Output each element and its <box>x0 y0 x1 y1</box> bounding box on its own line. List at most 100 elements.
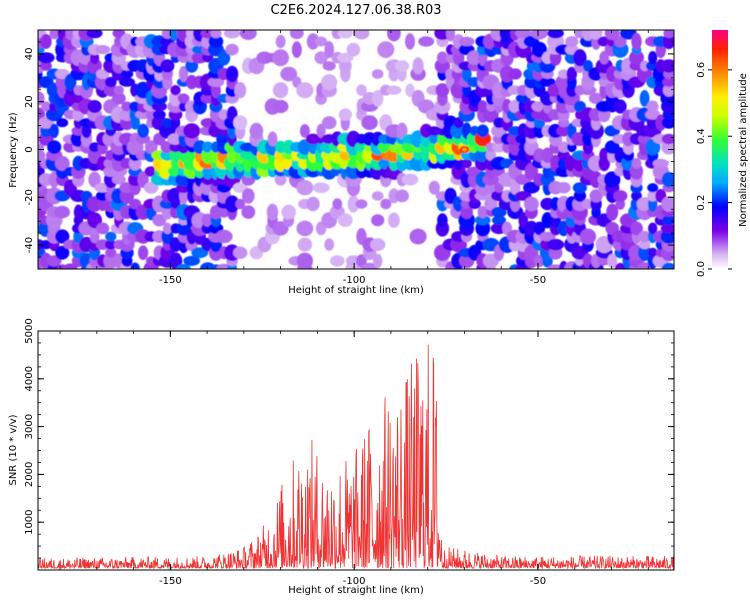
heatmap-cell <box>566 66 577 82</box>
heatmap-cell <box>105 239 117 250</box>
heatmap-cell <box>428 180 440 195</box>
heatmap-cell <box>556 125 571 137</box>
heatmap-cell <box>458 36 475 47</box>
heatmap-cell <box>291 41 302 58</box>
heatmap-cell <box>531 30 548 40</box>
heatmap-cell <box>613 99 627 114</box>
heatmap-cell <box>539 231 556 242</box>
heatmap-cell <box>119 77 135 87</box>
heatmap-cell <box>249 122 264 140</box>
heatmap-cell <box>631 33 642 50</box>
heatmap-cell <box>394 60 410 72</box>
heatmap-cell <box>613 190 628 202</box>
heatmap-cell <box>541 212 554 229</box>
heatmap-y-tick-label: -40 <box>24 237 35 253</box>
colorbar-tick-label: 0.4 <box>696 128 707 144</box>
heatmap-cell <box>160 59 175 73</box>
heatmap-cell <box>638 239 651 250</box>
heatmap-cell <box>63 90 78 107</box>
heatmap-cell <box>370 238 386 252</box>
heatmap-y-tick-label: 40 <box>24 48 35 61</box>
heatmap-cell <box>289 30 304 39</box>
heatmap-cell <box>266 203 279 221</box>
heatmap-cell <box>557 150 570 160</box>
heatmap-cell <box>515 30 532 39</box>
colorbar-tick-label: 0.0 <box>696 261 707 277</box>
heatmap-cell <box>475 215 491 226</box>
heatmap-cell <box>499 65 515 83</box>
snr-x-tick-label: -50 <box>530 576 546 587</box>
heatmap-cell <box>296 252 313 269</box>
heatmap-cell <box>239 30 257 40</box>
heatmap-cell <box>563 91 581 106</box>
heatmap-cell <box>436 51 448 64</box>
heatmap-cell <box>482 173 500 186</box>
heatmap-cell <box>572 182 588 194</box>
heatmap-cell <box>361 115 378 131</box>
heatmap-cell <box>591 253 602 268</box>
snr-y-tick-label: 1000 <box>24 509 35 534</box>
heatmap-cell <box>589 30 603 40</box>
heatmap-cell <box>606 203 619 221</box>
heatmap-cell <box>38 52 55 64</box>
heatmap-cell <box>55 245 70 260</box>
heatmap-cell <box>445 30 456 42</box>
heatmap-cell <box>280 66 298 82</box>
heatmap-cell <box>492 141 506 153</box>
heatmap-cell <box>386 85 402 95</box>
heatmap-cell <box>355 199 368 209</box>
heatmap-cell <box>452 34 465 49</box>
heatmap-cell <box>492 215 506 225</box>
snr-y-tick-label: 4000 <box>24 366 35 391</box>
heatmap-cell <box>87 58 102 74</box>
heatmap-cell <box>234 82 247 99</box>
heatmap-cell <box>54 155 70 171</box>
heatmap-cell <box>652 158 669 168</box>
heatmap-cell <box>460 205 474 220</box>
heatmap-cell <box>660 223 674 234</box>
heatmap-cell <box>56 118 69 128</box>
heatmap-cell <box>296 180 314 196</box>
heatmap-cell <box>588 92 604 105</box>
heatmap-cell <box>338 58 352 74</box>
heatmap-cell <box>613 35 627 48</box>
heatmap-cell <box>435 83 450 98</box>
heatmap-cell <box>170 158 181 169</box>
heatmap-cell <box>113 85 124 95</box>
heatmap-cell <box>533 148 546 163</box>
heatmap-cell <box>321 74 338 91</box>
heatmap-cell <box>494 182 504 193</box>
heatmap-x-tick-label: -100 <box>343 275 366 286</box>
heatmap-cell <box>137 123 149 138</box>
heatmap-cell <box>324 41 335 59</box>
heatmap-cells <box>38 30 674 269</box>
heatmap-cell <box>646 100 659 113</box>
snr-x-tick-label: -150 <box>159 576 182 587</box>
snr-y-tick-label: 5000 <box>24 318 35 343</box>
heatmap-cell <box>373 253 383 269</box>
heatmap-cell <box>429 134 440 144</box>
heatmap-cell <box>297 139 313 155</box>
heatmap-cell <box>81 123 92 139</box>
heatmap-cell <box>405 83 415 97</box>
heatmap-cell <box>461 158 472 169</box>
heatmap-cell <box>371 191 384 201</box>
heatmap-cell <box>565 36 579 47</box>
heatmap-cell <box>338 213 353 227</box>
heatmap-cell <box>573 49 587 67</box>
heatmap-y-tick-label: 20 <box>24 95 35 108</box>
heatmap-cell <box>547 30 564 39</box>
heatmap-cell <box>346 130 361 148</box>
heatmap-cell <box>217 49 231 66</box>
heatmap-cell <box>215 229 233 244</box>
heatmap-cell <box>95 45 111 55</box>
heatmap-panel: -150 -100 -50 -40 -20 0 20 40 Height of straigh… <box>8 29 675 296</box>
heatmap-cell <box>152 110 166 120</box>
heatmap-y-tick-label: 0 <box>24 146 35 152</box>
heatmap-cell <box>330 255 345 267</box>
snr-y-tick-label: 3000 <box>24 414 35 439</box>
heatmap-cell <box>454 156 464 170</box>
heatmap-x-tick-label: -50 <box>530 275 546 286</box>
heatmap-cell <box>541 147 554 163</box>
heatmap-cell <box>380 198 392 210</box>
